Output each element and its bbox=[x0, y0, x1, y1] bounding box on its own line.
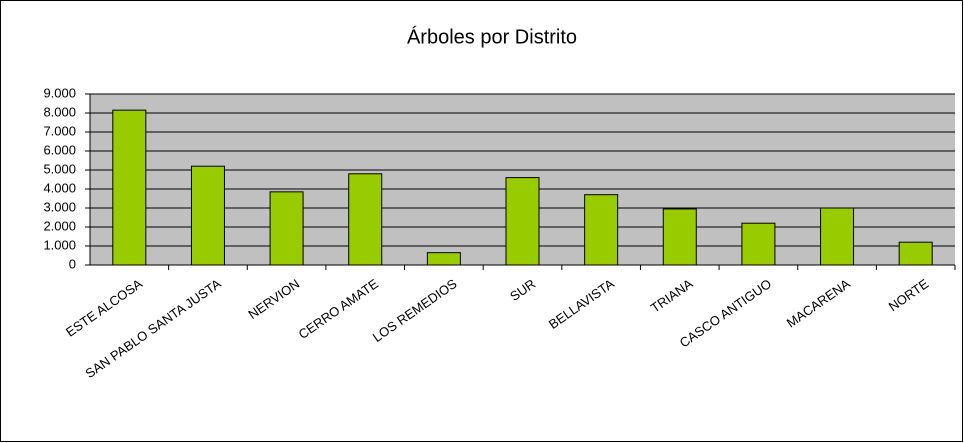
y-tick-label: 4.000 bbox=[43, 180, 76, 195]
bar bbox=[426, 252, 461, 266]
bar bbox=[898, 241, 933, 266]
y-tick-label: 5.000 bbox=[43, 161, 76, 176]
y-tick-label: 2.000 bbox=[43, 218, 76, 233]
bar bbox=[112, 109, 147, 266]
bar bbox=[190, 165, 225, 266]
bar bbox=[584, 194, 619, 266]
bar bbox=[505, 177, 540, 266]
bar bbox=[741, 222, 776, 266]
y-tick-label: 3.000 bbox=[43, 199, 76, 214]
bar bbox=[269, 191, 304, 266]
bar bbox=[662, 208, 697, 266]
y-tick-label: 8.000 bbox=[43, 104, 76, 119]
bar bbox=[820, 207, 855, 266]
chart-title: Árboles por Distrito bbox=[407, 25, 577, 48]
y-tick-label: 1.000 bbox=[43, 237, 76, 252]
y-tick-label: 7.000 bbox=[43, 123, 76, 138]
bar bbox=[348, 173, 383, 266]
y-tick-label: 6.000 bbox=[43, 142, 76, 157]
y-tick-label: 0 bbox=[69, 256, 76, 271]
y-tick-label: 9.000 bbox=[43, 85, 76, 100]
